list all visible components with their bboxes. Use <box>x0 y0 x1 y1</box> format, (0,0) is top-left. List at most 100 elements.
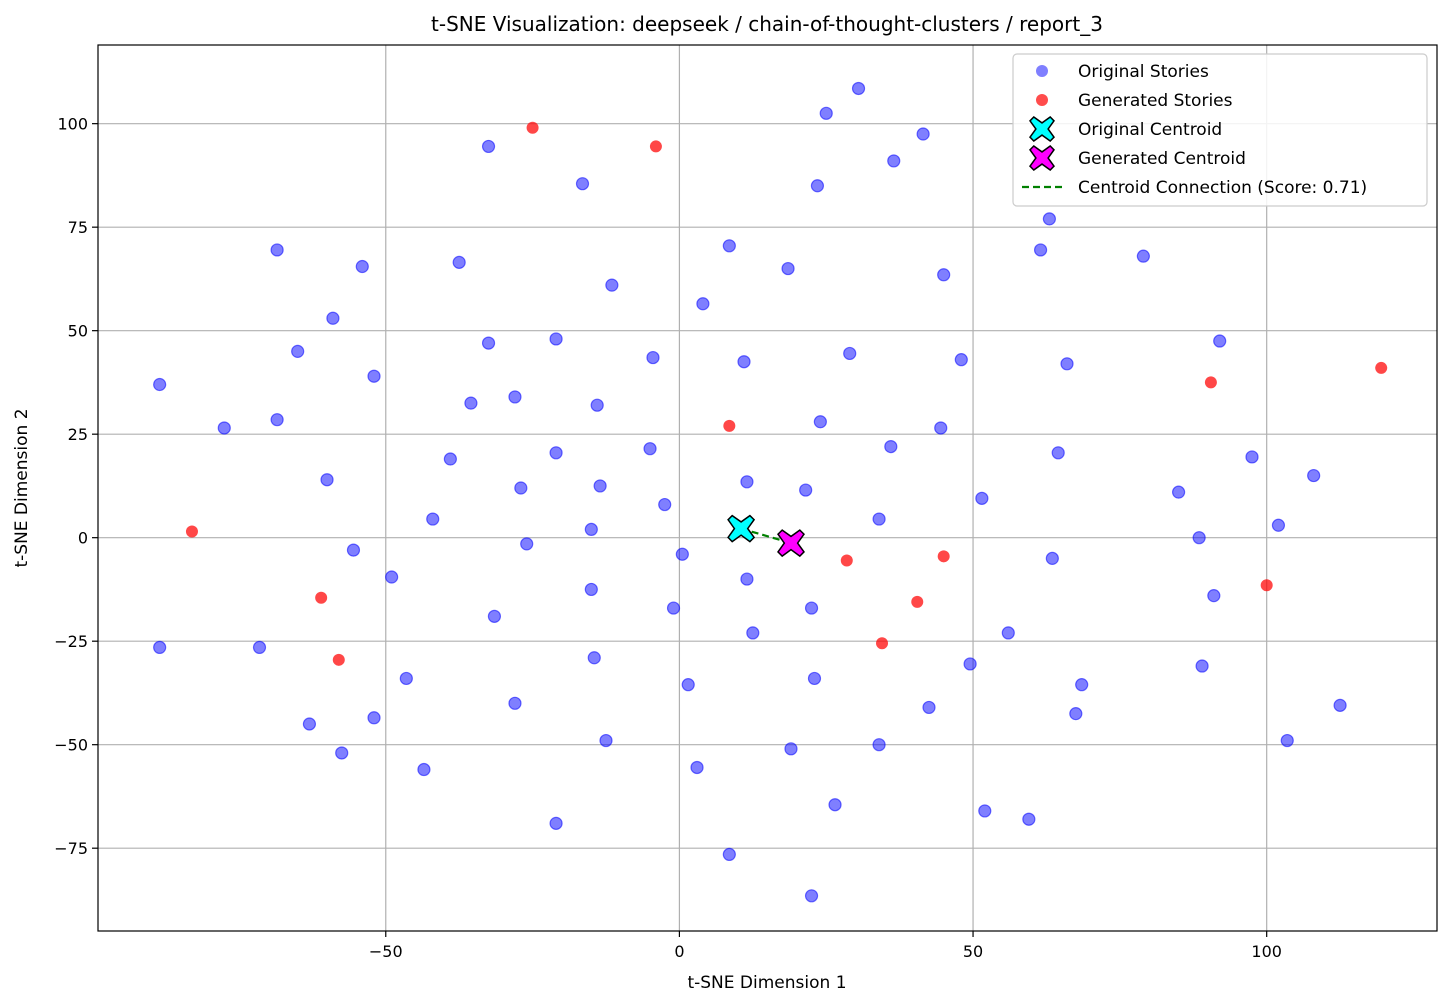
x-axis-label: t-SNE Dimension 1 <box>687 973 846 993</box>
legend: Original Stories Generated Stories Origi… <box>1012 53 1428 207</box>
y-tick-label: −25 <box>54 632 88 651</box>
original-story-point <box>514 481 528 495</box>
legend-label-generated-centroid: Generated Centroid <box>1078 149 1246 169</box>
original-story-point <box>1022 812 1036 826</box>
original-story-point <box>335 746 349 760</box>
original-story-point <box>737 355 751 369</box>
original-story-point <box>1280 733 1294 748</box>
original-story-point <box>740 475 754 489</box>
original-story-point <box>302 717 317 731</box>
generated-story-point <box>526 121 539 134</box>
generated-story-point <box>937 550 950 563</box>
original-story-point <box>270 243 284 257</box>
original-centroid-marker <box>727 514 756 543</box>
original-story-point <box>696 297 710 311</box>
original-story-point <box>722 847 736 862</box>
original-story-point <box>1271 518 1286 532</box>
legend-label-generated-stories: Generated Stories <box>1078 91 1233 111</box>
legend-marker-original-stories <box>1036 65 1048 77</box>
legend-label-original-centroid: Original Centroid <box>1078 120 1222 140</box>
generated-story-point <box>649 140 662 153</box>
legend-marker-original-centroid <box>1029 116 1055 142</box>
y-tick-label: 100 <box>57 115 88 134</box>
original-story-point <box>975 491 989 505</box>
x-tick-label: 0 <box>674 942 684 961</box>
original-story-point <box>367 711 381 725</box>
original-story-point <box>1245 450 1259 464</box>
original-story-point <box>666 601 681 615</box>
original-story-point <box>722 239 736 253</box>
y-tick-label: 0 <box>78 529 88 548</box>
original-story-point <box>487 609 502 623</box>
x-tick-label: −50 <box>369 942 403 961</box>
original-story-point <box>549 446 563 460</box>
original-story-point <box>1207 589 1221 603</box>
y-tick-label: 50 <box>68 322 88 341</box>
y-tick-label: 25 <box>68 425 88 444</box>
original-story-point <box>520 537 534 551</box>
original-story-point <box>1069 707 1083 721</box>
original-story-point <box>828 798 842 812</box>
centroid-connection-line <box>740 527 792 545</box>
y-tick-label: 75 <box>68 218 88 237</box>
original-story-point <box>851 81 866 96</box>
original-story-point <box>1171 485 1186 499</box>
original-story-point <box>887 154 901 168</box>
original-story-point <box>426 512 440 526</box>
original-story-point <box>508 390 522 404</box>
original-story-point <box>443 452 457 466</box>
generated-story-point <box>332 653 345 666</box>
original-story-point <box>690 760 704 775</box>
generated-story-point <box>1204 376 1217 389</box>
x-tick-label: 50 <box>963 942 983 961</box>
original-story-point <box>153 377 167 392</box>
original-story-point <box>584 582 598 597</box>
original-story-point <box>605 278 619 292</box>
original-story-point <box>252 640 267 654</box>
original-story-point <box>1333 698 1347 712</box>
original-story-point <box>675 547 689 561</box>
chart-title: t-SNE Visualization: deepseek / chain-of… <box>431 12 1103 36</box>
original-story-point <box>153 640 167 654</box>
original-story-point <box>643 442 657 456</box>
original-story-point <box>1136 249 1150 263</box>
y-tick-label: −50 <box>54 736 88 755</box>
original-story-point <box>819 106 833 120</box>
original-story-point <box>681 678 695 692</box>
generated-story-point <box>315 591 328 604</box>
original-story-point <box>417 762 431 777</box>
original-story-point <box>746 626 760 640</box>
original-story-point <box>1051 446 1065 460</box>
original-story-point <box>217 421 231 435</box>
original-story-point <box>1192 531 1206 545</box>
original-story-point <box>599 733 613 748</box>
original-story-point <box>934 421 948 435</box>
original-story-point <box>575 177 590 191</box>
original-story-point <box>587 651 601 665</box>
original-story-point <box>1045 551 1059 565</box>
original-story-point <box>481 139 496 154</box>
original-story-point <box>291 344 305 358</box>
original-story-point <box>872 738 886 752</box>
legend-marker-generated-stories <box>1036 94 1048 106</box>
original-story-point <box>916 127 930 141</box>
original-story-point <box>508 696 522 710</box>
original-story-point <box>549 816 563 830</box>
original-story-point <box>1195 659 1209 673</box>
generated-story-point <box>185 525 198 538</box>
generated-story-point <box>723 419 736 432</box>
y-axis-label: t-SNE Dimension 2 <box>12 408 32 567</box>
original-story-point <box>1042 212 1056 226</box>
original-story-point <box>399 671 413 686</box>
original-story-point <box>804 889 819 903</box>
original-story-point <box>464 396 478 410</box>
original-story-point <box>781 261 795 276</box>
original-story-point <box>549 332 563 346</box>
generated-centroid-marker <box>777 529 805 558</box>
original-story-point <box>385 570 399 584</box>
original-story-point <box>584 522 598 537</box>
original-story-point <box>813 415 827 429</box>
original-story-point <box>320 473 334 487</box>
legend-label-original-stories: Original Stories <box>1078 62 1209 82</box>
legend-label-centroid-connection: Centroid Connection (Score: 0.71) <box>1078 178 1367 198</box>
